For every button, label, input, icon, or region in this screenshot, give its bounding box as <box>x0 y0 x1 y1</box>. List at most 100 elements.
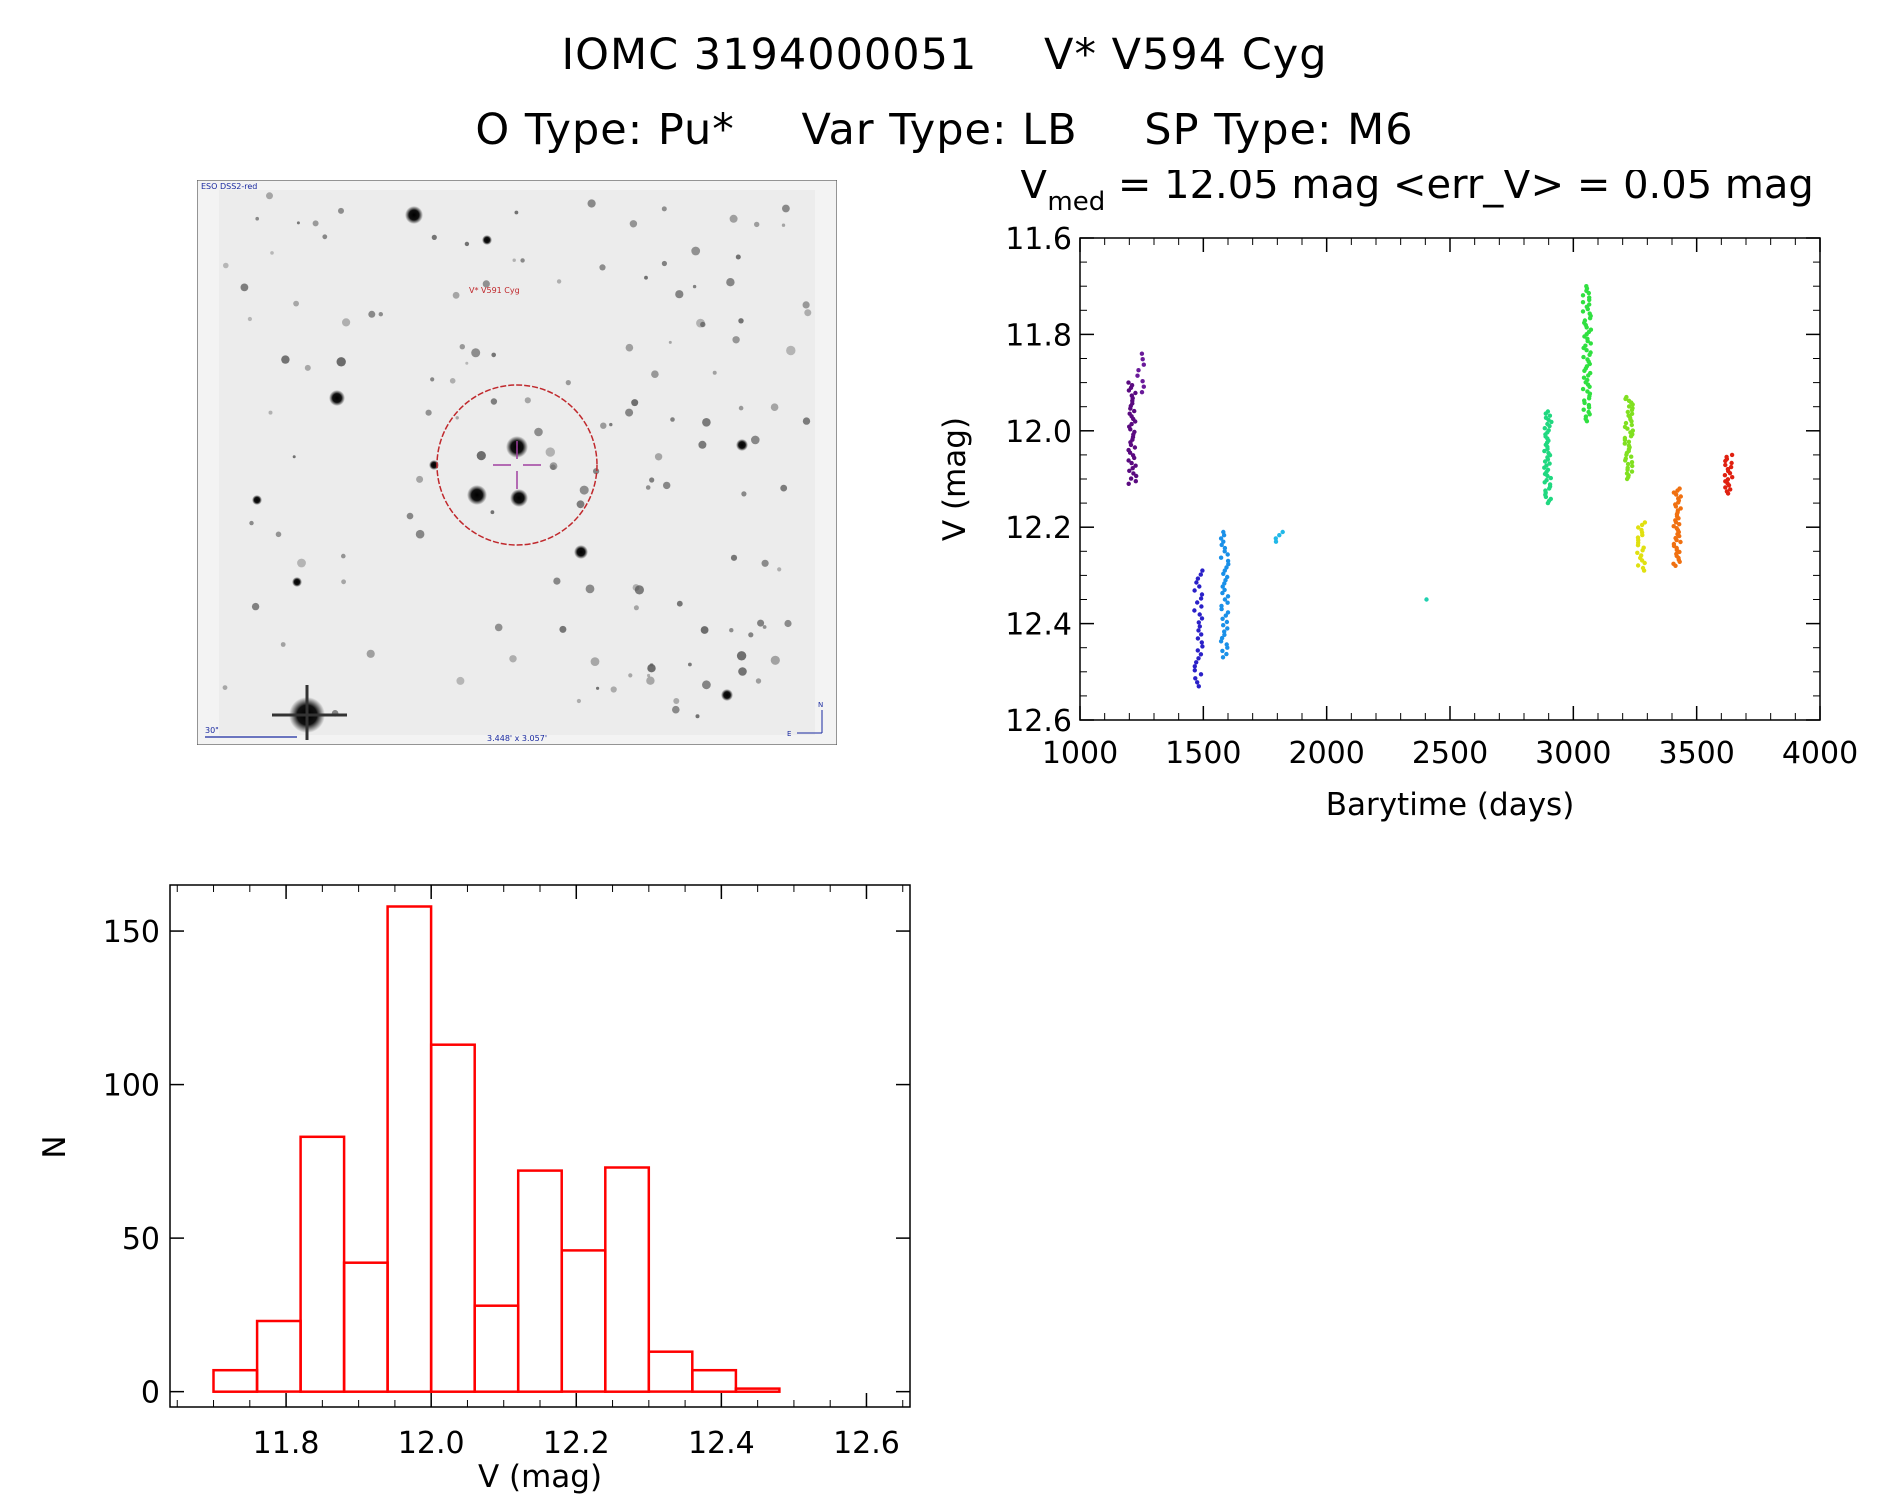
data-point <box>1133 463 1138 468</box>
data-point <box>1199 592 1205 597</box>
y-tick-label: 12.2 <box>1005 511 1072 546</box>
data-point <box>1219 603 1224 609</box>
data-point <box>1220 590 1225 596</box>
star <box>559 625 567 633</box>
data-point <box>1542 480 1547 485</box>
star <box>512 258 516 262</box>
star <box>729 214 738 223</box>
star <box>700 321 706 328</box>
star <box>661 206 667 212</box>
data-point <box>1225 626 1230 631</box>
bright-star <box>292 577 302 587</box>
data-point <box>1677 522 1682 527</box>
star <box>649 477 655 483</box>
data-point <box>1192 588 1197 593</box>
histogram-chart: 11.8 12.0 12.2 12.4 12.6 0 50 100 150 V (mag) N <box>40 884 911 1494</box>
data-point <box>1673 563 1678 568</box>
data-point <box>1635 543 1641 548</box>
data-point <box>1273 539 1279 544</box>
star <box>729 628 734 633</box>
star <box>738 405 744 411</box>
data-point <box>1622 437 1628 443</box>
star <box>268 410 273 415</box>
star <box>368 310 376 318</box>
data-point <box>1623 396 1628 402</box>
light-curve-chart: Vmed = 12.05 mag <err_V> = 0.05 mag 1000… <box>937 170 1858 823</box>
bright-star <box>736 439 748 451</box>
x-tick-label: 3500 <box>1658 736 1734 771</box>
star <box>609 422 613 427</box>
data-point <box>1195 636 1201 641</box>
bright-star <box>510 489 528 507</box>
data-point <box>1128 442 1134 448</box>
data-point <box>1639 522 1645 528</box>
star <box>378 312 383 317</box>
data-point <box>1132 408 1137 414</box>
star <box>688 662 692 667</box>
x-tick-label: 12.0 <box>398 1426 465 1461</box>
data-point <box>1586 396 1592 401</box>
data-point <box>1726 483 1732 488</box>
data-point <box>1126 380 1131 385</box>
data-point <box>1141 362 1146 367</box>
data-point <box>1222 632 1227 637</box>
x-tick-label: 4000 <box>1782 736 1858 771</box>
data-point <box>1624 476 1630 482</box>
data-point <box>1641 568 1647 573</box>
data-point <box>1194 660 1199 665</box>
data-point <box>1730 475 1735 480</box>
data-point <box>1197 612 1202 617</box>
data-point <box>1678 539 1683 545</box>
star <box>482 280 490 288</box>
star <box>748 632 754 638</box>
data-point <box>1132 455 1137 461</box>
histogram-axes: 11.8 12.0 12.2 12.4 12.6 0 50 100 150 <box>103 885 910 1461</box>
star <box>222 685 228 690</box>
bright-star <box>252 495 262 505</box>
star <box>556 279 562 284</box>
data-point <box>1728 487 1733 492</box>
star <box>524 397 531 404</box>
data-point <box>1642 520 1648 525</box>
lightcurve-title: Vmed = 12.05 mag <err_V> = 0.05 mag <box>1020 170 1814 217</box>
x-tick-label: 12.2 <box>543 1426 610 1461</box>
data-point <box>1131 471 1136 476</box>
data-point <box>1584 348 1589 353</box>
histogram-bar <box>691 1368 738 1393</box>
data-point <box>1126 458 1131 463</box>
star <box>647 673 651 678</box>
data-point <box>1198 672 1204 677</box>
data-point <box>1128 427 1133 432</box>
fov-label: 3.448' x 3.057' <box>487 734 547 743</box>
data-point <box>1640 548 1645 553</box>
histogram-bar <box>647 1350 694 1393</box>
data-point <box>1218 555 1224 560</box>
data-point <box>1136 368 1141 373</box>
data-point <box>1135 373 1140 378</box>
data-point <box>1424 597 1429 602</box>
star <box>431 234 437 240</box>
histogram-xlabel: V (mag) <box>478 1459 602 1494</box>
data-point <box>1194 580 1199 585</box>
east-label: E <box>787 730 791 738</box>
data-point <box>1218 536 1224 541</box>
data-point <box>1625 461 1631 467</box>
star <box>476 451 486 461</box>
data-point <box>1630 463 1635 469</box>
title-rest: = 12.05 mag <err_V> = 0.05 mag <box>1105 170 1814 208</box>
star <box>696 318 705 328</box>
star <box>465 361 469 365</box>
data-point <box>1723 485 1728 490</box>
data-point <box>1225 594 1231 599</box>
target-label: V* V591 Cyg <box>469 286 520 295</box>
data-point <box>1133 390 1138 396</box>
star <box>726 278 735 287</box>
data-point <box>1581 407 1586 412</box>
star <box>275 531 282 538</box>
star <box>661 260 667 267</box>
data-point <box>1196 620 1201 625</box>
data-point <box>1128 406 1133 411</box>
data-point <box>1218 639 1224 644</box>
data-point <box>1195 648 1200 653</box>
data-point <box>1225 610 1231 615</box>
